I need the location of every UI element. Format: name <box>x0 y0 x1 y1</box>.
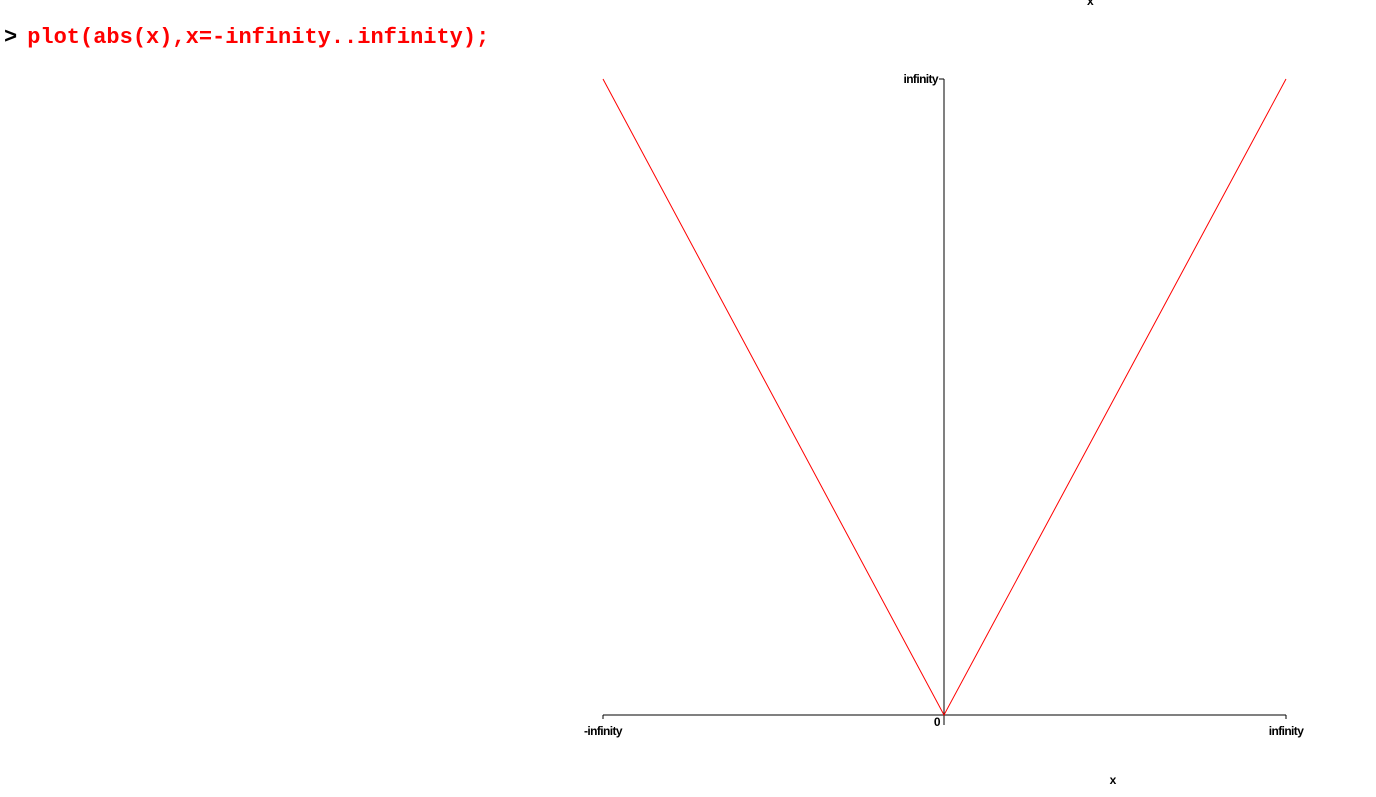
x-axis-title: x <box>1110 773 1117 787</box>
x-tick-label: -infinity <box>584 724 623 738</box>
input-prompt: > <box>4 24 18 50</box>
tick-labels: -infinity 0 infinity infinity x <box>584 72 1305 787</box>
axes <box>602 78 1287 725</box>
command-input[interactable]: plot(abs(x),x=-infinity..infinity); <box>27 24 490 50</box>
y-tick-label: infinity <box>903 72 938 86</box>
top-axis-label: x <box>1087 0 1094 8</box>
x-tick-label: infinity <box>1269 724 1304 738</box>
command-line[interactable]: > plot(abs(x),x=-infinity..infinity); <box>4 22 489 52</box>
series-layer <box>602 78 1287 717</box>
series-line-0 <box>602 78 1287 717</box>
x-tick-label: 0 <box>934 715 941 729</box>
